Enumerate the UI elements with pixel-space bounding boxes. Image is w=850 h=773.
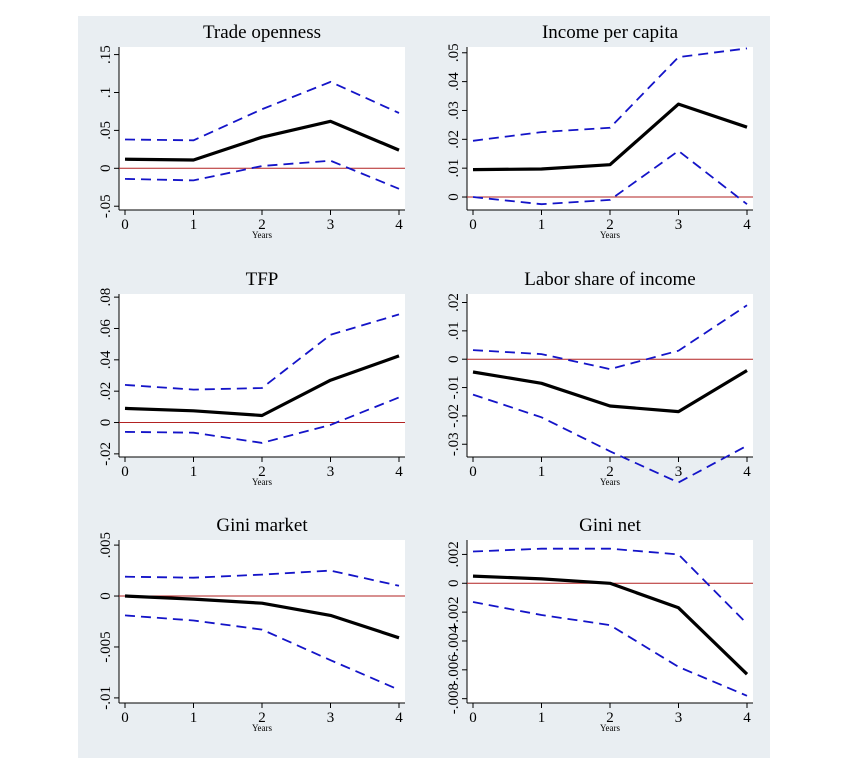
panel-3-title: Labor share of income xyxy=(524,269,695,290)
panel-0-x-axis-label: Years xyxy=(252,230,273,240)
panel-4-x-axis-label: Years xyxy=(252,723,273,733)
panel-4-xtick-label: 1 xyxy=(190,710,198,726)
panel-2-ytick-label: .06 xyxy=(98,319,114,338)
panel-0-title: Trade openness xyxy=(203,22,321,43)
panel-3-xtick-label: 2 xyxy=(606,464,614,480)
panel-4-estimate-line xyxy=(124,594,400,640)
panel-1-xtick-label: 1 xyxy=(538,217,546,233)
panel-4-lower-band-line xyxy=(124,614,400,691)
panel-3-x-axis-label: Years xyxy=(600,477,621,487)
panel-1-ytick-label: .02 xyxy=(446,130,462,149)
panel-4-plot-area xyxy=(119,540,405,703)
panel-0-ytick-label: .05 xyxy=(98,121,114,140)
panel-2-xtick-label: 0 xyxy=(121,464,129,480)
panel-1-ytick-label: .05 xyxy=(446,43,462,62)
panel-1-xtick-label: 2 xyxy=(606,217,614,233)
panel-4-xtick-label: 0 xyxy=(121,710,129,726)
panel-2-ytick-label: .04 xyxy=(98,350,114,369)
panel-0-xtick-label: 4 xyxy=(395,217,403,233)
panel-5-ytick-label: .002 xyxy=(446,541,462,567)
panel-3-xtick-label: 0 xyxy=(469,464,477,480)
panel-3-estimate-line xyxy=(472,369,748,414)
panel-5-ytick-label: -.004 xyxy=(446,625,462,657)
panel-0-ytick-label: -.05 xyxy=(98,194,114,218)
panel-1-upper-band-line xyxy=(472,47,748,142)
panel-1-xtick-label: 4 xyxy=(743,217,751,233)
panel-5-ytick-label: -.006 xyxy=(446,654,462,686)
panel-3-ytick-label: -.03 xyxy=(446,432,462,456)
panel-5-xtick-label: 2 xyxy=(606,710,614,726)
panel-0-xtick-label: 0 xyxy=(121,217,129,233)
panel-5-x-axis-label: Years xyxy=(600,723,621,733)
panel-4-ytick-label: -.005 xyxy=(98,631,114,662)
panel-5-lower-band-line xyxy=(472,601,748,697)
panel-5-ytick-label: 0 xyxy=(446,580,462,588)
panel-4-ytick-label: -.01 xyxy=(98,686,114,710)
panel-3-ytick-label: .02 xyxy=(446,293,462,312)
panel-5-title: Gini net xyxy=(579,515,641,536)
panel-0-ytick-label: .1 xyxy=(98,87,114,98)
panel-1-title: Income per capita xyxy=(542,22,679,43)
panel-3-ytick-label: .01 xyxy=(446,321,462,340)
panel-3-ytick-label: 0 xyxy=(446,355,462,363)
panel-0-xtick-label: 3 xyxy=(327,217,335,233)
panel-1-x-axis-label: Years xyxy=(600,230,621,240)
panel-1-ytick-label: .03 xyxy=(446,101,462,120)
panel-5-xtick-label: 3 xyxy=(675,710,683,726)
panel-2-ytick-label: -.02 xyxy=(98,442,114,466)
panel-3-ytick-label: -.01 xyxy=(446,376,462,400)
panel-2-ytick-label: .02 xyxy=(98,382,114,401)
panel-1-lower-band-line xyxy=(472,149,748,206)
panel-5-xtick-label: 0 xyxy=(469,710,477,726)
panel-4-ytick-label: .005 xyxy=(98,532,114,558)
panel-0-estimate-line xyxy=(124,119,400,162)
panel-1-estimate-line xyxy=(472,102,748,172)
panel-3-ytick-label: -.02 xyxy=(446,404,462,428)
panel-4-xtick-label: 3 xyxy=(327,710,335,726)
panel-4-xtick-label: 2 xyxy=(258,710,266,726)
panel-0-xtick-label: 1 xyxy=(190,217,198,233)
panel-0-ytick-label: .15 xyxy=(98,45,114,64)
panel-0-upper-band-line xyxy=(124,80,400,142)
panel-5-estimate-line xyxy=(472,574,749,676)
panel-3-lower-band-line xyxy=(472,393,748,484)
panel-2-x-axis-label: Years xyxy=(252,477,273,487)
panel-2-plot-area xyxy=(119,294,405,457)
panel-2-lower-band-line xyxy=(124,396,400,444)
panel-3-plot-area xyxy=(467,294,753,457)
panel-2-ytick-label: 0 xyxy=(98,419,114,427)
panel-3-xtick-label: 1 xyxy=(538,464,546,480)
panel-0-ytick-label: 0 xyxy=(98,165,114,173)
panel-2-xtick-label: 2 xyxy=(258,464,266,480)
panel-1-ytick-label: .04 xyxy=(446,72,462,91)
panel-2-upper-band-line xyxy=(124,313,400,391)
panel-1-xtick-label: 0 xyxy=(469,217,477,233)
panel-5-upper-band-line xyxy=(472,547,748,625)
panel-0-lower-band-line xyxy=(124,159,400,190)
panel-1-ytick-label: .01 xyxy=(446,159,462,178)
panel-2-title: TFP xyxy=(246,269,279,290)
panel-5-ytick-label: -.002 xyxy=(446,596,462,627)
panel-2-xtick-label: 3 xyxy=(327,464,335,480)
panel-5-plot-area xyxy=(467,540,753,703)
panel-4-xtick-label: 4 xyxy=(395,710,403,726)
panel-2-estimate-line xyxy=(124,354,400,418)
panel-1-ytick-label: 0 xyxy=(446,193,462,201)
panel-5-xtick-label: 4 xyxy=(743,710,751,726)
panel-5-ytick-label: -.008 xyxy=(446,683,462,714)
panel-0-xtick-label: 2 xyxy=(258,217,266,233)
panel-4-upper-band-line xyxy=(124,569,400,587)
panel-3-xtick-label: 4 xyxy=(743,464,751,480)
panel-4-ytick-label: 0 xyxy=(98,592,114,600)
panel-2-xtick-label: 1 xyxy=(190,464,198,480)
panel-3-xtick-label: 3 xyxy=(675,464,683,480)
panel-1-xtick-label: 3 xyxy=(675,217,683,233)
panel-5-xtick-label: 1 xyxy=(538,710,546,726)
irf-chart-grid: Trade openness -.05 0 .05 .1 .15 0 1 2 3 4 Years Inc… xyxy=(98,22,753,733)
panel-2-ytick-label: .08 xyxy=(98,288,114,307)
figure-panel-grid: Trade openness -.05 0 .05 .1 .15 0 1 2 3 4 Years Inc… xyxy=(78,16,770,758)
panel-2-xtick-label: 4 xyxy=(395,464,403,480)
panel-0-plot-area xyxy=(119,47,405,210)
panel-4-title: Gini market xyxy=(216,515,308,536)
